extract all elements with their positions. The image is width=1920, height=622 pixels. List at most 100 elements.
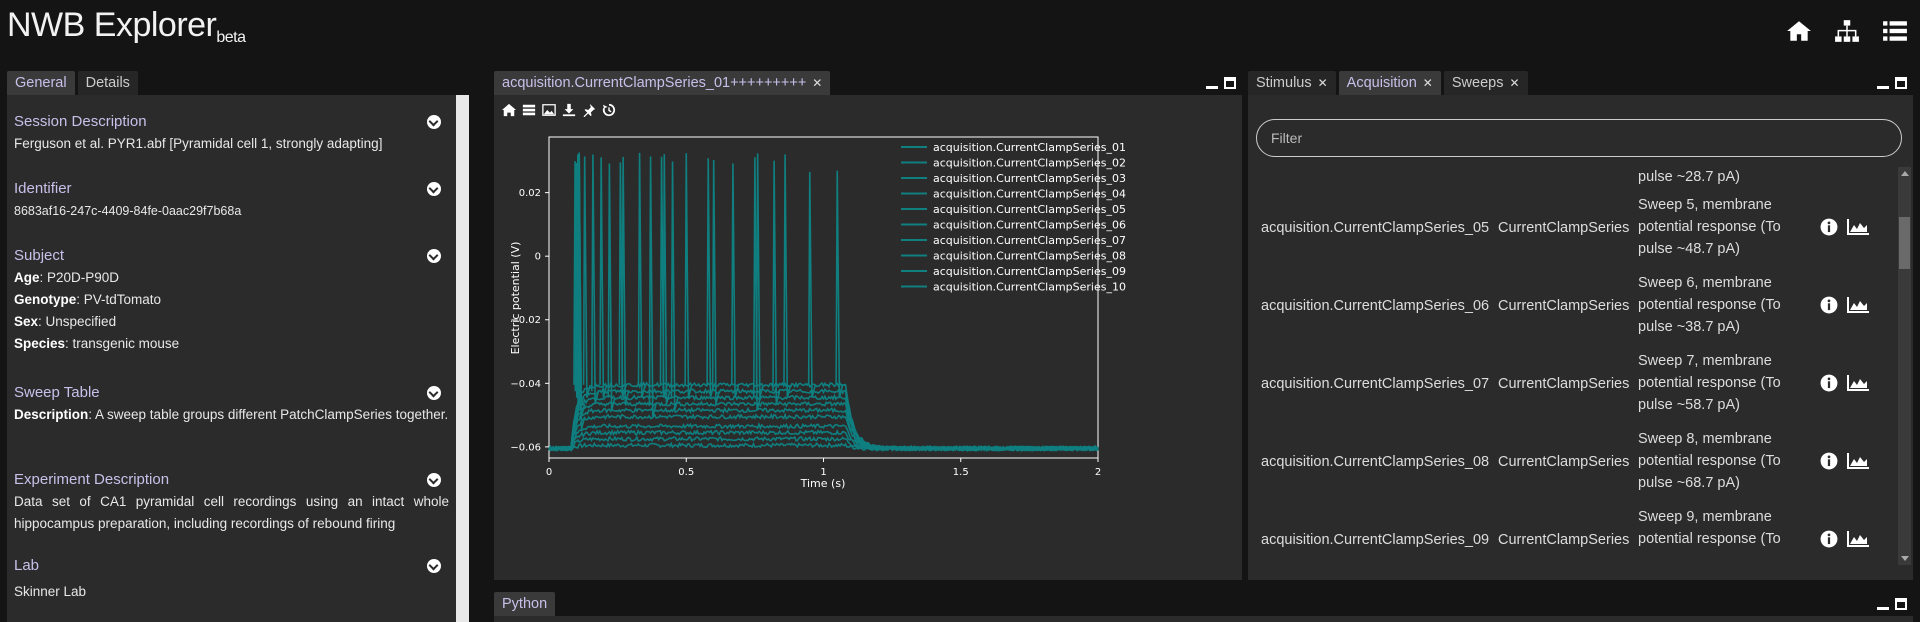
scrollbar-thumb[interactable] xyxy=(456,95,469,622)
x-tick-label: 0.5 xyxy=(678,467,694,478)
row-type: CurrentClampSeries xyxy=(1498,532,1630,548)
sitemap-icon[interactable] xyxy=(1834,18,1860,44)
x-axis-label: Time (s) xyxy=(800,477,846,490)
scrollbar-thumb[interactable] xyxy=(1899,217,1910,269)
table-row[interactable]: acquisition.CurrentClampSeries_06 Current… xyxy=(1248,267,1898,345)
row-type: CurrentClampSeries xyxy=(1498,220,1630,236)
table-row[interactable]: acquisition.CurrentClampSeries_07 Current… xyxy=(1248,345,1898,423)
subject-field: Age: P20D-P90D xyxy=(14,267,449,289)
x-tick-label: 1 xyxy=(820,467,826,478)
minimize-icon[interactable] xyxy=(1877,80,1889,89)
general-panel: General Details Session Description Ferg… xyxy=(7,69,469,622)
spike-mark xyxy=(752,157,762,411)
tab-acquisition[interactable]: Acquisition ✕ xyxy=(1338,71,1441,95)
tab-python[interactable]: Python xyxy=(494,592,556,616)
legend-item: acquisition.CurrentClampSeries_09 xyxy=(933,265,1126,278)
tab-general[interactable]: General xyxy=(7,71,75,95)
spike-mark xyxy=(772,160,781,405)
series-line xyxy=(548,387,1099,452)
image-icon[interactable] xyxy=(542,103,556,117)
scroll-up-icon[interactable] xyxy=(1901,171,1909,176)
row-description: Sweep 5, membrane potential response (To… xyxy=(1638,197,1781,257)
minimize-icon[interactable] xyxy=(1877,601,1889,610)
tab-plot[interactable]: acquisition.CurrentClampSeries_01+++++++… xyxy=(494,71,831,95)
tab-details-label: Details xyxy=(85,75,130,91)
row-type: CurrentClampSeries xyxy=(1498,298,1630,314)
spike-mark xyxy=(599,157,608,398)
spike-mark xyxy=(573,161,582,398)
chevron-down-icon[interactable] xyxy=(427,182,441,196)
chevron-down-icon[interactable] xyxy=(427,559,441,573)
chevron-down-icon[interactable] xyxy=(427,115,441,129)
plot-icon[interactable] xyxy=(1846,374,1870,392)
acquisition-panel: Stimulus ✕ Acquisition ✕ Sweeps ✕ pulse ~28… xyxy=(1248,69,1913,580)
y-tick-label: 0 xyxy=(535,252,541,263)
tab-sweeps[interactable]: Sweeps ✕ xyxy=(1443,71,1528,95)
general-tabs: General Details xyxy=(7,69,469,95)
spike-mark xyxy=(662,154,671,405)
section-title: Lab xyxy=(14,557,40,574)
chevron-down-icon[interactable] xyxy=(427,249,441,263)
list-icon[interactable] xyxy=(1882,18,1908,44)
tab-stimulus[interactable]: Stimulus ✕ xyxy=(1248,71,1336,95)
y-axis-label: Electric potential (V) xyxy=(509,242,522,355)
spike-mark xyxy=(706,158,715,398)
spike-mark xyxy=(684,153,693,398)
row-name: acquisition.CurrentClampSeries_08 xyxy=(1261,454,1490,470)
info-icon[interactable] xyxy=(1820,530,1838,548)
close-icon[interactable]: ✕ xyxy=(812,76,823,90)
maximize-icon[interactable] xyxy=(1895,598,1907,610)
minimize-icon[interactable] xyxy=(1206,80,1218,89)
scrollbar[interactable] xyxy=(456,95,469,622)
plot-tabs: acquisition.CurrentClampSeries_01+++++++… xyxy=(494,69,1242,95)
pin-icon[interactable] xyxy=(582,103,596,117)
chevron-down-icon[interactable] xyxy=(427,473,441,487)
maximize-icon[interactable] xyxy=(1895,77,1907,89)
scroll-down-icon[interactable] xyxy=(1901,556,1909,561)
table-row[interactable]: acquisition.CurrentClampSeries_09 Current… xyxy=(1248,501,1898,567)
plot-icon[interactable] xyxy=(1846,218,1870,236)
legend-item: acquisition.CurrentClampSeries_06 xyxy=(933,219,1126,232)
plot-icon[interactable] xyxy=(1846,452,1870,470)
plot-icon[interactable] xyxy=(1846,530,1870,548)
legend-item: acquisition.CurrentClampSeries_03 xyxy=(933,172,1126,185)
maximize-icon[interactable] xyxy=(1224,77,1236,89)
row-description: pulse ~28.7 pA) xyxy=(1638,169,1740,185)
close-icon[interactable]: ✕ xyxy=(1422,76,1433,90)
home-icon[interactable] xyxy=(1786,18,1812,44)
info-icon[interactable] xyxy=(1820,218,1838,236)
field-key: Species xyxy=(14,336,66,351)
spike-mark xyxy=(670,161,679,411)
download-icon[interactable] xyxy=(562,103,576,117)
filter-input[interactable] xyxy=(1256,119,1902,157)
field-key: Genotype xyxy=(14,292,77,307)
info-icon[interactable] xyxy=(1820,374,1838,392)
beta-label: beta xyxy=(216,29,246,46)
right-tabs: Stimulus ✕ Acquisition ✕ Sweeps ✕ xyxy=(1248,69,1913,95)
legend-item: acquisition.CurrentClampSeries_10 xyxy=(933,281,1126,294)
field-value: : PV-tdTomato xyxy=(76,292,162,307)
y-tick-label: 0.02 xyxy=(519,188,541,199)
table-row[interactable]: acquisition.CurrentClampSeries_05 Current… xyxy=(1248,189,1898,267)
table-row[interactable]: acquisition.CurrentClampSeries_08 Current… xyxy=(1248,423,1898,501)
legend-item: acquisition.CurrentClampSeries_08 xyxy=(933,250,1126,263)
home-icon[interactable] xyxy=(502,103,516,117)
info-icon[interactable] xyxy=(1820,452,1838,470)
row-description: Sweep 9, membrane potential response (To xyxy=(1638,509,1781,547)
close-icon[interactable]: ✕ xyxy=(1509,76,1520,90)
info-icon[interactable] xyxy=(1820,296,1838,314)
scrollbar[interactable] xyxy=(1898,167,1911,565)
tab-general-label: General xyxy=(15,75,67,91)
app-header: NWB Explorerbeta xyxy=(0,0,1920,62)
row-description: Sweep 6, membrane potential response (To… xyxy=(1638,275,1781,335)
close-icon[interactable]: ✕ xyxy=(1317,76,1328,90)
tab-details[interactable]: Details xyxy=(77,71,138,95)
tab-python-label: Python xyxy=(502,596,548,612)
python-body xyxy=(494,616,1913,622)
chevron-down-icon[interactable] xyxy=(427,386,441,400)
history-icon[interactable] xyxy=(602,103,616,117)
plot-icon[interactable] xyxy=(1846,296,1870,314)
list-icon[interactable] xyxy=(522,103,536,117)
voltage-chart[interactable]: 0 0.5 1 1.5 2 0.020−0.02−0.04−0.06 Time (s) … xyxy=(502,130,1232,570)
table-row[interactable]: pulse ~28.7 pA) xyxy=(1248,167,1898,189)
